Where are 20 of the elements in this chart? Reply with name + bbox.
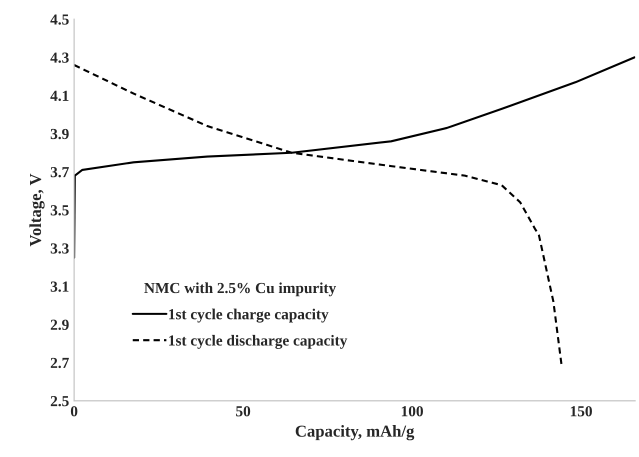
y-tick-label: 3.1 (50, 281, 68, 292)
y-axis-title: Voltage, V (29, 174, 45, 246)
x-tick-label: 100 (402, 406, 423, 416)
legend-label: 1st cycle discharge capacity (169, 334, 348, 349)
y-tick-label: 4.5 (50, 14, 69, 25)
y-tick-label: 2.5 (50, 396, 69, 406)
y-tick-label: 2.7 (50, 358, 69, 368)
y-tick-label: 2.9 (50, 320, 69, 330)
legend-title: NMC with 2.5% Cu impurity (144, 282, 336, 296)
x-tick-label: 150 (570, 406, 592, 416)
legend-label: 1st cycle charge capacity (169, 308, 329, 323)
x-tick-label: 50 (236, 406, 250, 416)
y-tick-label: 3.5 (50, 205, 69, 216)
x-tick-label: 0 (70, 406, 78, 416)
x-axis-title: Capacity, mAh/g (296, 425, 414, 440)
y-tick-label: 4.1 (50, 90, 68, 102)
y-tick-label: 3.9 (50, 128, 69, 140)
y-tick-label: 3.7 (50, 167, 69, 178)
y-tick-label: 3.3 (50, 243, 69, 254)
y-tick-label: 4.3 (50, 52, 69, 63)
